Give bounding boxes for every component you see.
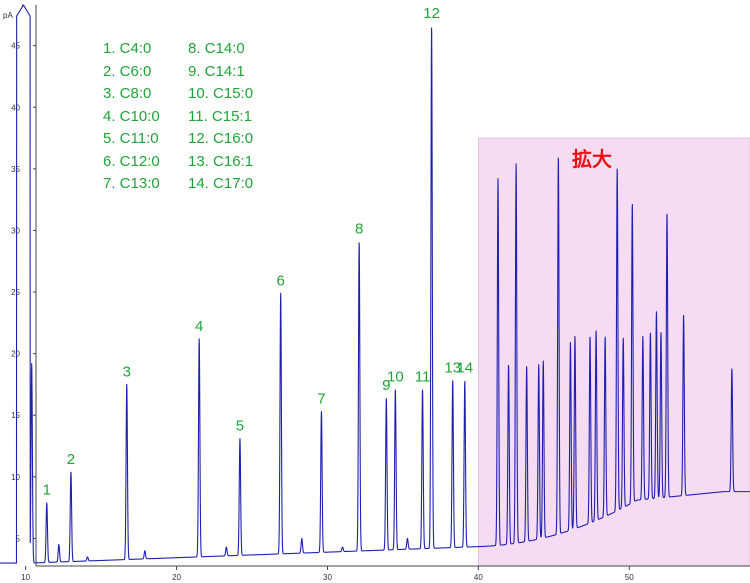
zoom-region	[478, 137, 750, 567]
y-tick-label: 30	[11, 226, 20, 235]
legend-row: 1. C4:0 8. C14:0	[103, 38, 253, 61]
x-tick-label: 10	[21, 573, 30, 582]
y-ticks: 5 10 15 20 25 30 35 40 45	[11, 42, 36, 543]
peak-label: 10	[387, 368, 404, 385]
legend-item: 9. C14:1	[188, 62, 245, 80]
y-tick-label: 45	[11, 42, 20, 51]
peak-label: 6	[277, 272, 285, 289]
legend-row: 6. C12:0 13. C16:1	[103, 151, 253, 174]
legend-item: 13. C16:1	[188, 152, 254, 170]
legend-item: 12. C16:0	[188, 130, 254, 147]
y-tick-label: 15	[11, 411, 20, 420]
y-tick-label: 25	[11, 288, 20, 297]
legend-row: 5. C11:0 12. C16:0	[103, 128, 253, 151]
y-tick-label: 40	[11, 103, 20, 112]
peak-label: 9	[382, 377, 390, 394]
x-ticks: 10 20 30 40 50	[21, 566, 634, 582]
y-tick-label: 10	[11, 473, 20, 482]
peak-label: 8	[355, 221, 363, 238]
peak-label: 14	[456, 360, 473, 377]
y-tick-label: 20	[11, 350, 20, 359]
legend-item: 2. C6:0	[103, 62, 152, 80]
peak-label: 11	[415, 368, 431, 385]
legend-item: 5. C11:0	[103, 130, 159, 147]
legend-row: 7. C13:0 14. C17:0	[103, 173, 253, 196]
legend-row: 2. C6:0 9. C14:1	[103, 61, 253, 84]
peak-label: 13	[444, 360, 461, 377]
legend-item: 4. C10:0	[103, 107, 160, 125]
peak-label: 7	[317, 391, 325, 408]
x-tick-label: 30	[323, 573, 332, 582]
x-tick-label: 20	[172, 573, 181, 582]
chromatogram-trace	[0, 4, 750, 564]
peak-legend: 1. C4:0 8. C14:0 2. C6:0 9. C14:1 3. C8:…	[103, 38, 253, 196]
x-tick-label: 40	[474, 573, 483, 582]
peak-label: 1	[43, 482, 51, 499]
y-tick-label: 35	[11, 165, 20, 174]
y-unit-label: pA	[3, 11, 13, 20]
peak-label: 2	[67, 451, 75, 468]
legend-item: 14. C17:0	[188, 175, 254, 192]
y-tick-label: 5	[16, 534, 21, 543]
peak-label: 3	[123, 363, 131, 380]
legend-item: 10. C15:0	[188, 85, 254, 102]
legend-item: 1. C4:0	[103, 40, 152, 57]
peak-label: 5	[236, 418, 244, 435]
legend-row: 4. C10:0 11. C15:1	[103, 106, 253, 129]
legend-item: 3. C8:0	[103, 85, 152, 102]
legend-item: 8. C14:0	[188, 40, 245, 57]
legend-item: 11. C15:1	[188, 107, 252, 125]
x-tick-label: 50	[625, 573, 634, 582]
legend-item: 7. C13:0	[103, 175, 160, 192]
legend-item: 6. C12:0	[103, 152, 160, 170]
legend-row: 3. C8:0 10. C15:0	[103, 83, 253, 106]
zoom-label: 拡大	[572, 147, 612, 171]
peak-label: 12	[423, 5, 440, 22]
peak-label: 4	[195, 318, 203, 335]
